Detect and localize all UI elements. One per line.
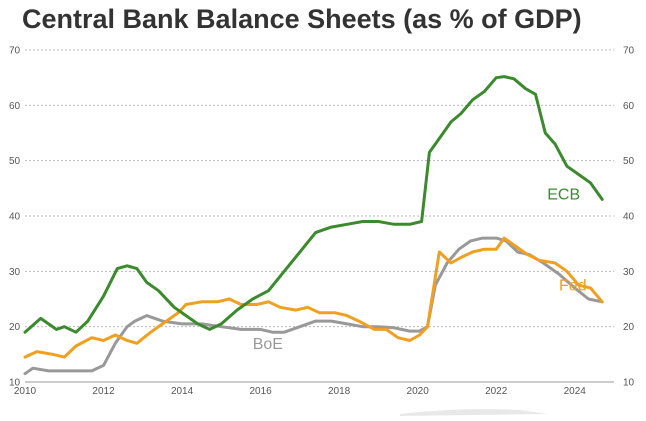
y-tick-label-right: 20 <box>623 322 635 333</box>
x-tick-label: 2014 <box>171 386 194 397</box>
x-tick-label: 2012 <box>92 386 115 397</box>
y-tick-label-left: 30 <box>9 267 21 278</box>
y-tick-label-right: 30 <box>623 267 635 278</box>
y-axis-left: 10 20 30 40 50 60 70 <box>9 46 21 389</box>
y-tick-label-left: 40 <box>9 212 21 223</box>
x-axis: 2010 2012 2014 2016 2018 2020 2022 2024 <box>14 381 614 397</box>
series-label-boe: BoE <box>253 336 283 353</box>
x-tick-label: 2024 <box>564 386 587 397</box>
x-tick-label: 2016 <box>249 386 272 397</box>
series-labels: ECB Fed BoE <box>253 186 587 352</box>
x-tick-label: 2018 <box>328 386 351 397</box>
y-axis-right: 10 20 30 40 50 60 70 <box>623 46 635 389</box>
gridlines <box>25 49 614 328</box>
chart-title: Central Bank Balance Sheets (as % of GDP… <box>22 4 582 34</box>
series-label-fed: Fed <box>559 278 587 295</box>
y-tick-label-left: 70 <box>9 46 21 57</box>
y-tick-label-right: 60 <box>623 101 635 112</box>
y-tick-label-left: 20 <box>9 322 21 333</box>
y-tick-label-right: 10 <box>623 378 635 389</box>
series-line-fed <box>23 236 604 359</box>
y-tick-label-left: 50 <box>9 156 21 167</box>
y-tick-label-right: 40 <box>623 212 635 223</box>
y-tick-label-left: 10 <box>9 378 21 389</box>
x-tick-label: 2020 <box>407 386 430 397</box>
bottom-artifact <box>400 409 548 416</box>
series-line-boe <box>23 236 604 376</box>
x-tick-label: 2010 <box>14 386 37 397</box>
y-tick-label-right: 70 <box>623 46 635 57</box>
x-tick-label: 2022 <box>485 386 508 397</box>
series-label-ecb: ECB <box>547 186 580 203</box>
series-line-ecb <box>23 75 604 334</box>
y-tick-label-left: 60 <box>9 101 21 112</box>
y-tick-label-right: 50 <box>623 156 635 167</box>
series-lines <box>23 75 604 376</box>
